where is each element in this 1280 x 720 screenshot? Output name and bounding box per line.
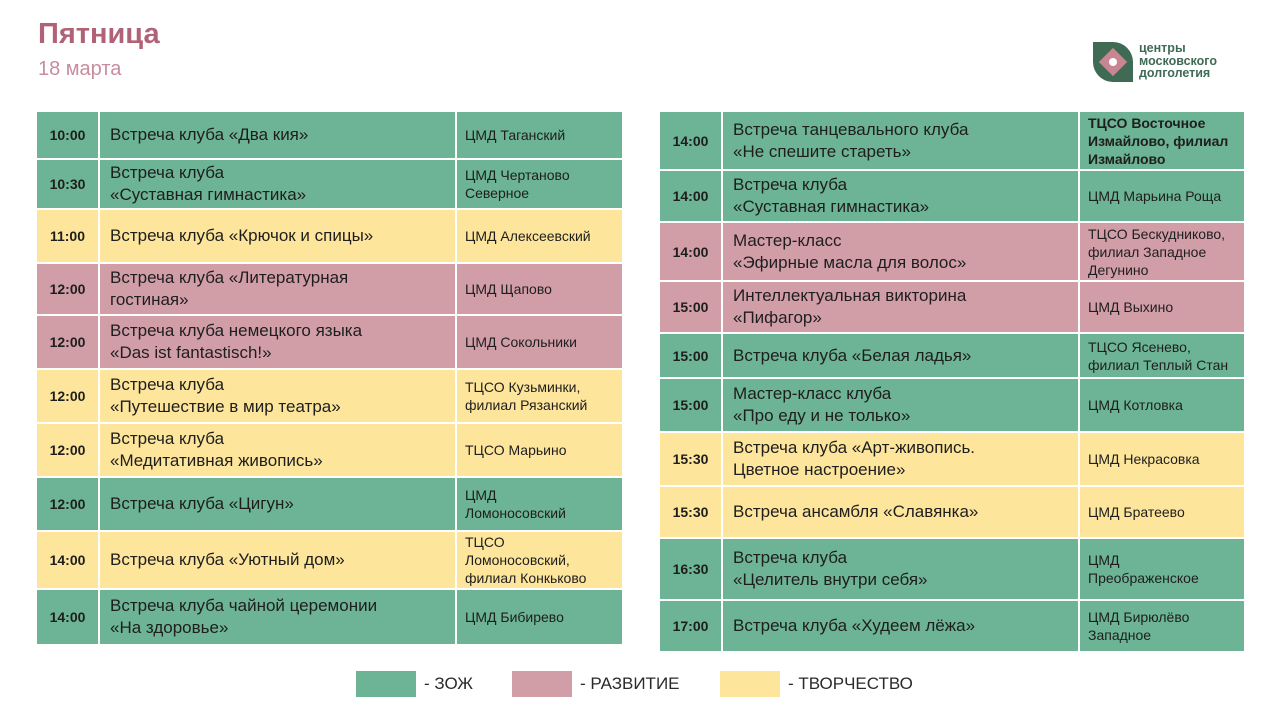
- event-title: Встреча танцевального клуба «Не спешите с…: [723, 112, 1078, 169]
- event-place: ЦМД Алексеевский: [457, 210, 622, 262]
- event-title: Встреча клуба «Крючок и спицы»: [100, 210, 455, 262]
- event-time: 14:00: [660, 171, 721, 221]
- event-title: Встреча клуба «Целитель внутри себя»: [723, 539, 1078, 599]
- table-row: 14:00 Встреча танцевального клуба «Не спеш…: [660, 112, 1244, 169]
- event-title: Встреча клуба «Уютный дом»: [100, 532, 455, 588]
- event-place: ТЦСО Бескудниково, филиал Западное Дегунин…: [1080, 223, 1244, 280]
- logo-icon: [1093, 42, 1133, 82]
- page-date: 18 марта: [38, 58, 122, 80]
- event-time: 12:00: [37, 316, 98, 368]
- table-row: 15:00 Встреча клуба «Белая ладья» ТЦСО Ясе…: [660, 334, 1244, 377]
- table-row: 10:30 Встреча клуба «Суставная гимнастика»…: [37, 160, 622, 208]
- legend-zoj: - ЗОЖ: [356, 671, 473, 697]
- event-title: Встреча клуба немецкого языка «Das ist fa…: [100, 316, 455, 368]
- table-row: 14:00 Встреча клуба чайной церемонии «На з…: [37, 590, 622, 644]
- event-time: 14:00: [37, 590, 98, 644]
- event-time: 15:00: [660, 379, 721, 431]
- event-title: Мастер-класс «Эфирные масла для волос»: [723, 223, 1078, 280]
- legend-label-razv: - РАЗВИТИЕ: [580, 674, 680, 693]
- event-time: 12:00: [37, 370, 98, 422]
- event-time: 15:30: [660, 487, 721, 537]
- event-place: ТЦСО Ясенево, филиал Теплый Стан: [1080, 334, 1244, 377]
- table-row: 12:00 Встреча клуба «Путешествие в мир теа…: [37, 370, 622, 422]
- table-row: 11:00 Встреча клуба «Крючок и спицы» ЦМД А…: [37, 210, 622, 262]
- table-row: 15:30 Встреча ансамбля «Славянка» ЦМД Брат…: [660, 487, 1244, 537]
- event-place: ЦМД Братеево: [1080, 487, 1244, 537]
- event-place: ЦМД Котловка: [1080, 379, 1244, 431]
- event-place: ТЦСО Кузьминки, филиал Рязанский: [457, 370, 622, 422]
- table-row: 15:00 Интеллектуальная викторина «Пифагор»…: [660, 282, 1244, 332]
- schedule-table-left: 10:00 Встреча клуба «Два кия» ЦМД Тагански…: [37, 112, 622, 644]
- schedule-table-right: 14:00 Встреча танцевального клуба «Не спеш…: [660, 112, 1244, 651]
- event-place: ЦМД Чертаново Северное: [457, 160, 622, 208]
- table-row: 16:30 Встреча клуба «Целитель внутри себя»…: [660, 539, 1244, 599]
- event-title: Встреча клуба «Цигун»: [100, 478, 455, 530]
- table-row: 14:00 Встреча клуба «Уютный дом» ТЦСО Ломон…: [37, 532, 622, 588]
- event-time: 15:30: [660, 433, 721, 485]
- event-title: Встреча ансамбля «Славянка»: [723, 487, 1078, 537]
- page-title: Пятница: [38, 18, 160, 50]
- event-time: 15:00: [660, 282, 721, 332]
- legend-swatch-razv: [512, 671, 572, 697]
- event-time: 10:30: [37, 160, 98, 208]
- event-place: ЦМД Преображенское: [1080, 539, 1244, 599]
- event-title: Интеллектуальная викторина «Пифагор»: [723, 282, 1078, 332]
- event-time: 12:00: [37, 478, 98, 530]
- table-row: 12:00 Встреча клуба «Медитативная живопись…: [37, 424, 622, 476]
- event-place: ЦМД Бирюлёво Западное: [1080, 601, 1244, 651]
- event-title: Встреча клуба «Путешествие в мир театра»: [100, 370, 455, 422]
- table-row: 15:00 Мастер-класс клуба «Про еду и не тол…: [660, 379, 1244, 431]
- event-title: Встреча клуба «Литературная гостиная»: [100, 264, 455, 314]
- table-row: 10:00 Встреча клуба «Два кия» ЦМД Тагански…: [37, 112, 622, 158]
- event-title: Встреча клуба «Белая ладья»: [723, 334, 1078, 377]
- event-time: 12:00: [37, 264, 98, 314]
- event-place: ЦМД Щапово: [457, 264, 622, 314]
- legend-swatch-zoj: [356, 671, 416, 697]
- legend-label-tvor: - ТВОРЧЕСТВО: [788, 674, 913, 693]
- event-place: ТЦСО Восточное Измайлово, филиал Измайлово: [1080, 112, 1244, 169]
- table-row: 12:00 Встреча клуба немецкого языка «Das i…: [37, 316, 622, 368]
- event-title: Встреча клуба «Два кия»: [100, 112, 455, 158]
- event-place: ЦМД Выхино: [1080, 282, 1244, 332]
- event-title: Встреча клуба «Арт-живопись. Цветное наст…: [723, 433, 1078, 485]
- legend-razv: - РАЗВИТИЕ: [512, 671, 680, 697]
- event-place: ТЦСО Марьино: [457, 424, 622, 476]
- event-title: Мастер-класс клуба «Про еду и не только»: [723, 379, 1078, 431]
- event-time: 10:00: [37, 112, 98, 158]
- event-place: ЦМД Некрасовка: [1080, 433, 1244, 485]
- event-title: Встреча клуба «Суставная гимнастика»: [100, 160, 455, 208]
- table-row: 17:00 Встреча клуба «Худеем лёжа» ЦМД Бирю…: [660, 601, 1244, 651]
- legend-swatch-tvor: [720, 671, 780, 697]
- table-row: 14:00 Мастер-класс «Эфирные масла для воло…: [660, 223, 1244, 280]
- event-time: 14:00: [660, 112, 721, 169]
- table-row: 14:00 Встреча клуба «Суставная гимнастика»…: [660, 171, 1244, 221]
- event-place: ЦМД Марьина Роща: [1080, 171, 1244, 221]
- event-time: 14:00: [37, 532, 98, 588]
- event-time: 11:00: [37, 210, 98, 262]
- table-row: 12:00 Встреча клуба «Литературная гостиная…: [37, 264, 622, 314]
- event-time: 15:00: [660, 334, 721, 377]
- event-time: 16:30: [660, 539, 721, 599]
- legend-tvor: - ТВОРЧЕСТВО: [720, 671, 913, 697]
- event-time: 14:00: [660, 223, 721, 280]
- logo-text: центры московского долголетия: [1139, 41, 1217, 80]
- event-place: ТЦСО Ломоносовский, филиал Конкьково: [457, 532, 622, 588]
- event-place: ЦМД Бибирево: [457, 590, 622, 644]
- legend-label-zoj: - ЗОЖ: [424, 674, 474, 693]
- table-row: 15:30 Встреча клуба «Арт-живопись. Цветное…: [660, 433, 1244, 485]
- event-title: Встреча клуба «Суставная гимнастика»: [723, 171, 1078, 221]
- event-time: 17:00: [660, 601, 721, 651]
- event-title: Встреча клуба «Медитативная живопись»: [100, 424, 455, 476]
- event-place: ЦМД Таганский: [457, 112, 622, 158]
- event-place: ЦМД Ломоносовский: [457, 478, 622, 530]
- event-title: Встреча клуба «Худеем лёжа»: [723, 601, 1078, 651]
- event-time: 12:00: [37, 424, 98, 476]
- table-row: 12:00 Встреча клуба «Цигун» ЦМД Ломоносовск…: [37, 478, 622, 530]
- event-title: Встреча клуба чайной церемонии «На здоров…: [100, 590, 455, 644]
- event-place: ЦМД Сокольники: [457, 316, 622, 368]
- logo: центры московского долголетия: [1093, 42, 1243, 98]
